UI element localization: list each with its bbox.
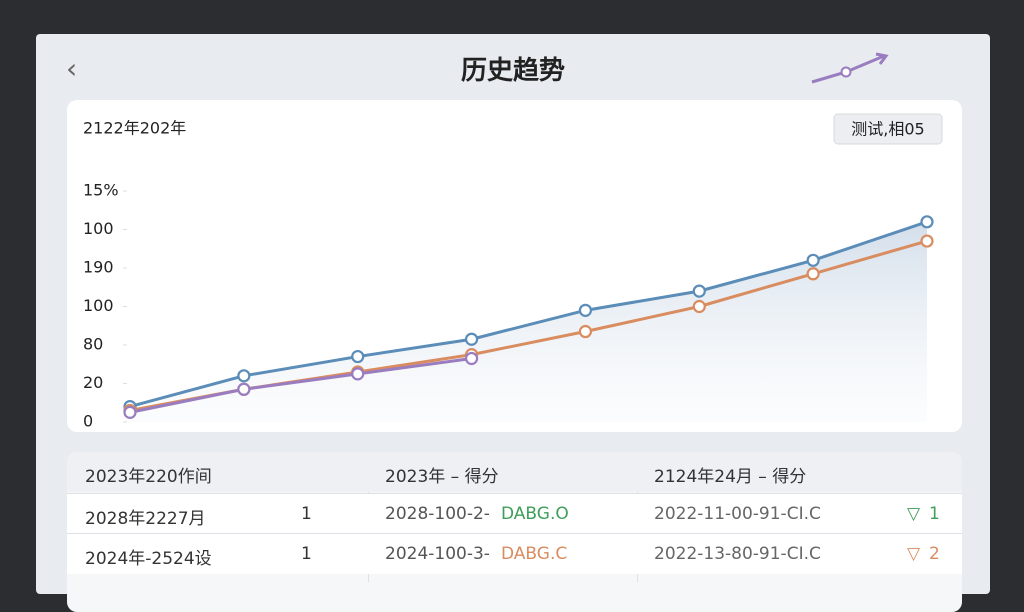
point <box>920 234 934 248</box>
point <box>806 253 820 267</box>
point <box>351 367 365 381</box>
y-tick-label: 190 <box>83 258 114 277</box>
point <box>237 382 251 396</box>
point <box>806 267 820 281</box>
row-date: 2022-11-00-91-CI.C <box>654 504 821 524</box>
x-tick-label: Q:2 <box>230 432 258 433</box>
row-name: 2028年2227月 <box>85 509 206 529</box>
point <box>920 215 934 229</box>
point <box>464 332 479 346</box>
rank-icon: ▽ <box>907 544 921 564</box>
line <box>129 220 928 409</box>
badge-label: 测试,相05 <box>851 120 924 139</box>
page: ‹ 历史趋势 2122年202年 测试,相05 0 20 80 100 190 100 15… <box>36 34 990 612</box>
y-tick-label: 100 <box>83 296 114 315</box>
y-tick-label: 80 <box>83 335 103 354</box>
point <box>578 303 593 317</box>
header-cell: 2023年220作间 <box>85 467 212 487</box>
point <box>237 369 251 383</box>
x-tick-label: O:2 <box>344 432 372 433</box>
y-tick-label: 100 <box>83 219 114 238</box>
header-cell: 2023年 – 得分 <box>385 467 499 487</box>
row-rank: 2 <box>929 544 940 564</box>
x-tick-label: 4:030 <box>107 432 153 433</box>
chart-subtitle: 2122年202年 <box>83 119 186 138</box>
page-title: 历史趋势 <box>460 56 565 86</box>
header-cell: 2124年24月 – 得分 <box>654 467 807 487</box>
trend-icon[interactable] <box>806 50 896 90</box>
row-code: 2028-100-2- <box>385 504 490 524</box>
point <box>464 351 479 366</box>
x-tick-label: 8:1 <box>800 432 826 433</box>
screen: ‹ 历史趋势 2122年202年 测试,相05 0 20 80 100 190 100 15… <box>36 34 990 612</box>
table: 2023年220作间 2023年 – 得分 2124年24月 – 得分 2028年22… <box>67 452 962 612</box>
row-name: 2024年-2524设 <box>85 549 212 569</box>
y-tick-label: 0 <box>83 412 93 431</box>
point <box>692 299 706 314</box>
chart-card: 2122年202年 测试,相05 0 20 80 100 190 100 15% 4:030 Q… <box>67 100 962 451</box>
point <box>123 405 137 419</box>
x-tick-label: 8:0 <box>686 432 712 433</box>
x-tick-label: Q:5 <box>571 432 599 433</box>
row-count: 1 <box>301 504 312 524</box>
chart: 2122年202年 测试,相05 0 20 80 100 190 100 15% 4:030 Q… <box>83 113 945 451</box>
rank-icon: ▽ <box>907 504 921 524</box>
table-header: 2023年220作间 2023年 – 得分 2124年24月 – 得分 <box>67 452 962 492</box>
row-code-status: DABG.O <box>501 504 569 524</box>
point <box>351 349 365 364</box>
x-tick-label: 13:8 <box>909 432 945 433</box>
badge[interactable] <box>833 113 943 145</box>
row-rank: 1 <box>929 504 940 524</box>
row-code: 2024-100-3- <box>385 544 490 564</box>
table-row: 2028年2227月 1 2028-100-2- DABG.O 2022-11-00-9… <box>67 493 962 534</box>
y-tick-label: 20 <box>83 373 103 392</box>
point <box>692 284 706 298</box>
point <box>578 324 593 339</box>
table-row: 2024年-2524设 1 2024-100-3- DABG.C 2022-13-80-… <box>67 533 962 574</box>
row-code-status: DABG.C <box>501 544 568 564</box>
row-count: 1 <box>301 544 312 564</box>
line <box>129 356 472 414</box>
area <box>130 221 927 422</box>
x-tick-label: Q:4 <box>457 432 485 433</box>
y-tick-label: 15% <box>83 181 119 200</box>
row-date: 2022-13-80-91-CI.C <box>654 544 821 564</box>
back-button[interactable]: ‹ <box>66 52 78 85</box>
